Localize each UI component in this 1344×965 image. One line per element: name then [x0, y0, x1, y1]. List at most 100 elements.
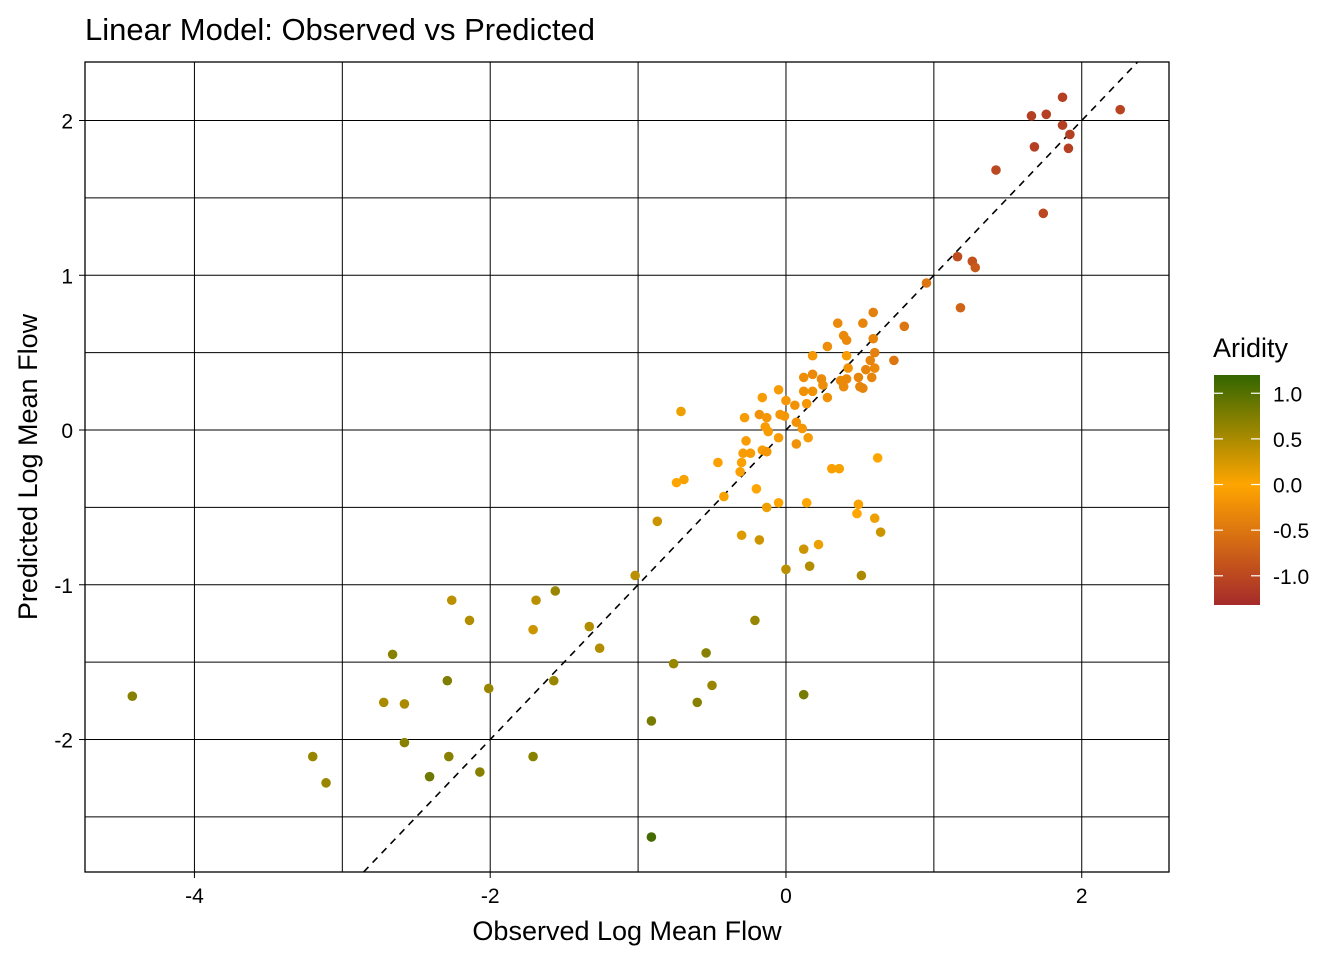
- data-point: [813, 539, 824, 550]
- data-point: [791, 439, 802, 449]
- data-point: [801, 497, 812, 508]
- data-point: [745, 448, 756, 459]
- data-point: [761, 412, 772, 423]
- data-point: [761, 502, 772, 513]
- data-point: [736, 457, 747, 468]
- data-point: [822, 392, 833, 403]
- data-point: [970, 262, 981, 273]
- data-point: [861, 364, 871, 375]
- data-point: [843, 363, 853, 373]
- data-point: [1057, 120, 1068, 130]
- data-point: [548, 675, 559, 686]
- data-point: [1026, 111, 1037, 121]
- data-point: [763, 426, 774, 437]
- data-point: [872, 453, 883, 463]
- data-point: [443, 751, 454, 762]
- data-point: [757, 392, 768, 403]
- data-point: [739, 412, 750, 423]
- data-point: [952, 251, 963, 262]
- data-point: [1063, 143, 1074, 154]
- data-point: [307, 751, 318, 762]
- data-point: [818, 380, 828, 390]
- y-tick-label: 0: [61, 420, 73, 443]
- data-point: [761, 446, 772, 457]
- data-point: [751, 484, 762, 494]
- data-point: [679, 474, 689, 485]
- y-tick-label: -1: [54, 575, 73, 598]
- data-point: [594, 643, 605, 654]
- chart-title: Linear Model: Observed vs Predicted: [85, 12, 595, 47]
- data-point: [713, 457, 723, 468]
- data-point: [668, 658, 679, 669]
- data-point: [801, 398, 812, 409]
- x-tick-label: 0: [780, 885, 792, 908]
- data-point: [889, 355, 899, 366]
- data-point: [797, 423, 808, 434]
- data-point: [807, 386, 818, 397]
- data-point: [858, 318, 868, 329]
- data-point: [807, 369, 818, 380]
- data-point: [1029, 142, 1040, 152]
- data-point: [736, 530, 747, 541]
- data-point: [781, 564, 791, 575]
- data-point: [798, 689, 809, 700]
- colorbar-tick-label: 1.0: [1273, 383, 1302, 406]
- data-point: [798, 372, 809, 383]
- y-axis-label: Predicted Log Mean Flow: [13, 313, 43, 620]
- y-tick-label: 1: [61, 265, 73, 288]
- data-point: [853, 499, 864, 510]
- data-point: [550, 586, 561, 596]
- colorbar-tick-label: -1.0: [1273, 566, 1309, 589]
- data-point: [875, 527, 886, 537]
- data-point: [869, 347, 880, 358]
- colorbar-tick-label: 0.0: [1273, 475, 1302, 498]
- data-point: [773, 432, 784, 443]
- data-point: [750, 615, 760, 626]
- data-point: [841, 335, 852, 346]
- x-axis-label: Observed Log Mean Flow: [472, 916, 782, 946]
- data-point: [446, 595, 457, 606]
- data-point: [781, 395, 791, 406]
- data-point: [827, 463, 837, 474]
- data-point: [841, 374, 852, 384]
- data-point: [899, 321, 910, 332]
- data-point: [483, 683, 494, 694]
- reference-line: [363, 61, 1139, 873]
- data-point: [803, 432, 813, 443]
- data-point: [791, 417, 802, 428]
- data-point: [754, 409, 765, 420]
- colorbar-tick-label: 0.5: [1273, 429, 1302, 452]
- data-point: [991, 165, 1001, 175]
- data-point: [853, 372, 864, 383]
- data-point: [779, 411, 790, 421]
- data-point: [671, 477, 682, 488]
- data-point: [475, 767, 485, 777]
- data-point: [531, 595, 541, 606]
- data-point: [869, 513, 880, 524]
- data-point: [735, 466, 745, 477]
- data-point: [652, 516, 663, 527]
- axes: -4 -2 0 2 -2 -1 0 1 2: [54, 110, 1087, 908]
- data-point: [852, 508, 862, 519]
- data-point: [399, 737, 410, 748]
- data-point: [834, 463, 845, 474]
- x-tick-label: 2: [1076, 885, 1088, 908]
- data-point: [127, 691, 138, 701]
- data-point: [773, 384, 784, 395]
- data-point: [378, 697, 389, 708]
- data-point: [321, 778, 331, 788]
- data-point: [424, 771, 435, 782]
- data-point: [701, 648, 711, 658]
- data-point: [754, 535, 765, 545]
- legend-title: Aridity: [1213, 333, 1289, 363]
- data-point: [804, 561, 815, 571]
- data-point: [646, 716, 657, 726]
- data-point: [921, 278, 932, 288]
- data-point: [464, 615, 475, 626]
- y-tick-label: 2: [61, 110, 73, 133]
- data-point: [676, 406, 686, 417]
- grid: [85, 62, 1169, 872]
- data-point: [1057, 92, 1068, 103]
- data-point: [1038, 208, 1049, 219]
